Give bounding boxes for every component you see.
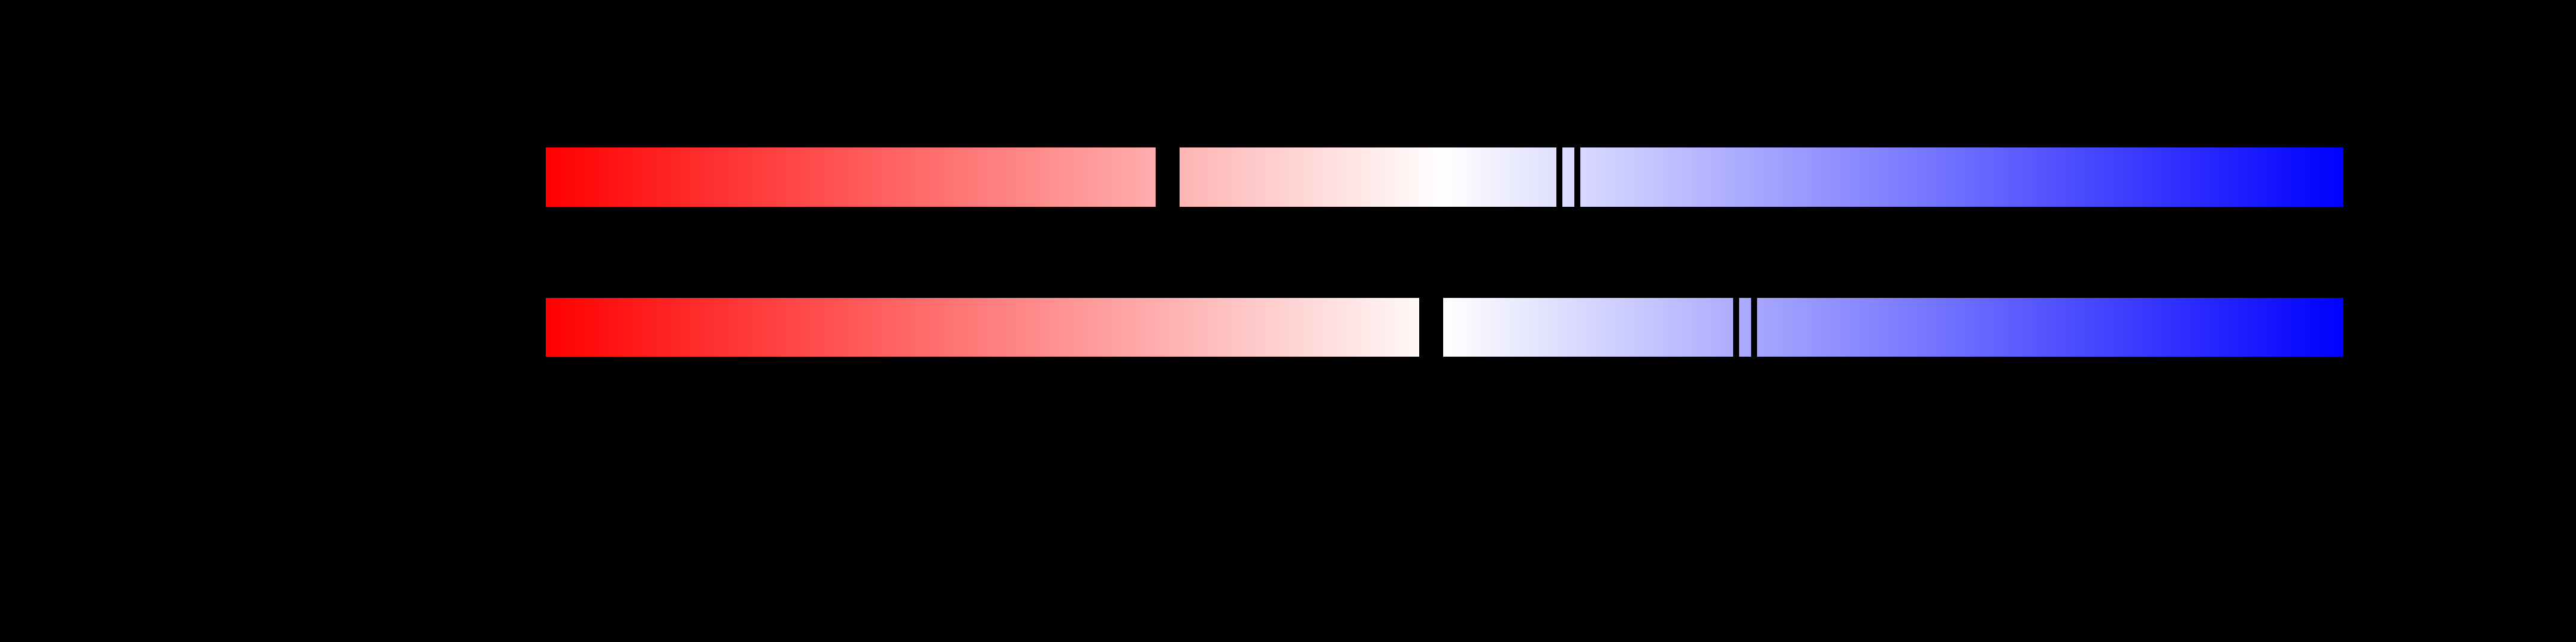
- break-mark: [1419, 298, 1443, 357]
- break-mark: [1574, 147, 1580, 207]
- gradient-colorbar-bottom: [546, 298, 2343, 357]
- break-mark: [1751, 298, 1757, 357]
- gradient-colorbar-top: [546, 147, 2343, 207]
- break-mark: [1556, 147, 1562, 207]
- break-mark: [1733, 298, 1739, 357]
- break-mark: [1156, 147, 1180, 207]
